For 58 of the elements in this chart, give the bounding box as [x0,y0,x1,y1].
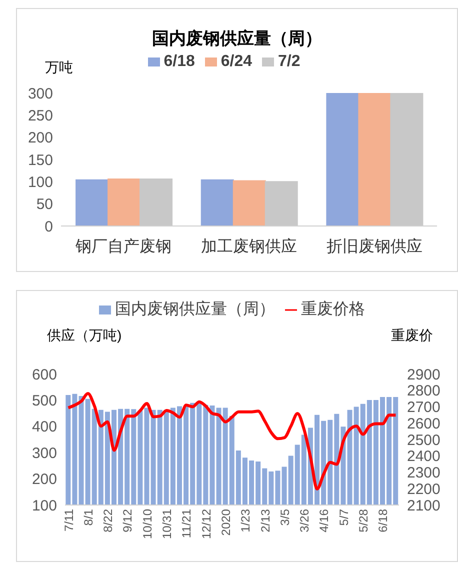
y-axis-title: 万吨 [45,59,73,77]
y-tick-label: 0 [44,218,53,236]
bar [76,179,109,226]
y2-tick-label: 2800 [407,382,440,400]
legend-label: 7/2 [278,53,300,70]
x-tick-label: 3/5 [278,508,292,526]
x-tick-label: 9/12 [120,508,135,532]
y2-tick-label: 2600 [407,415,440,432]
x-tick-label: 3/26 [298,508,312,532]
x-tick-label: 4/16 [317,508,332,532]
x-tick-label: 5/7 [336,508,351,526]
x-tick-label: 1/23 [238,508,253,532]
x-tick-label: 8/1 [81,508,96,526]
bar [232,180,266,226]
y2-tick-label: 2100 [407,497,440,514]
y-tick-label: 300 [32,444,57,462]
y-tick-label: 100 [28,174,53,191]
x-tick-label: 5/28 [356,508,370,532]
y2-axis-title: 重废价 [391,327,433,345]
bar [358,93,392,226]
y2-tick-label: 2500 [407,432,440,449]
bar [108,178,141,226]
legend-label: 国内废钢供应量（周） [115,301,275,318]
x-tick-label: 2020 [218,508,233,536]
y-tick-label: 300 [28,85,53,102]
x-tick-label: 10/31 [160,508,174,540]
x-tick-label: 钢厂自产废钢 [74,237,172,256]
x-tick-label: 6/18 [376,508,390,532]
y2-tick-label: 2900 [407,366,440,384]
y2-tick-label: 2300 [407,464,440,482]
x-tick-label: 11/21 [180,508,194,538]
x-tick-label: 10/10 [140,508,154,540]
y2-tick-label: 2200 [407,480,440,498]
y2-tick-label: 2400 [407,448,440,466]
legend-label: 6/18 [164,53,195,70]
y-tick-label: 200 [32,471,57,488]
x-tick-label: 8/22 [101,508,116,532]
y-tick-label: 100 [32,497,57,514]
y-tick-label: 600 [32,366,57,384]
y-tick-label: 250 [28,107,53,124]
y-tick-label: 200 [28,130,53,147]
y-tick-label: 50 [36,196,53,214]
x-tick-label: 7/11 [62,508,76,532]
y2-tick-label: 2700 [407,399,440,416]
chart-title: 国内废钢供应量（周） [151,28,323,50]
legend-label: 重废价格 [301,301,365,318]
x-tick-label: 折旧废钢供应 [326,237,422,256]
bar [326,93,360,226]
legend-label: 6/24 [220,53,252,70]
y-tick-label: 150 [28,152,53,169]
line-series [66,392,398,490]
x-tick-label: 2/13 [258,508,272,532]
y-tick-label: 500 [32,392,57,410]
x-tick-label: 加工废钢供应 [201,237,297,256]
y-tick-label: 400 [32,418,57,436]
y-axis-title: 供应（万吨) [47,327,122,345]
bar [200,179,234,226]
x-tick-label: 12/12 [199,508,214,540]
